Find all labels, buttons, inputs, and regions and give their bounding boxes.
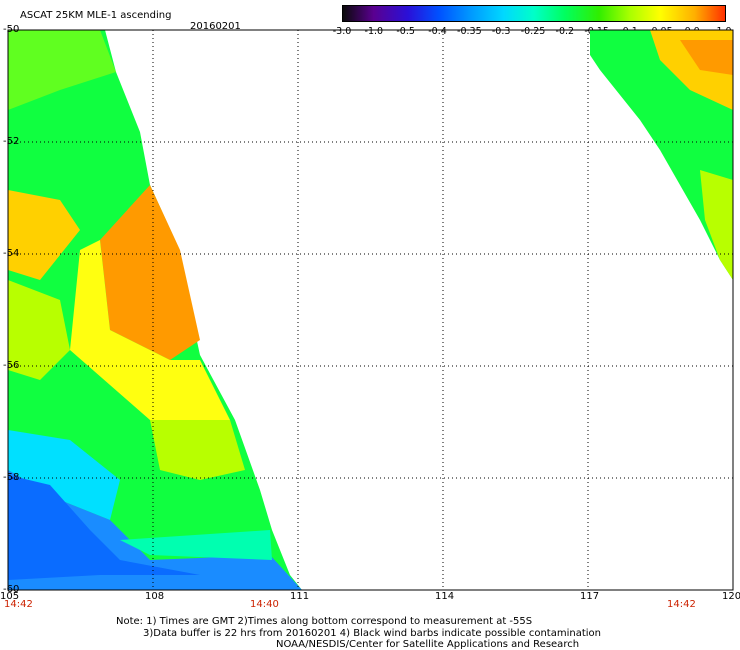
swath-patch (8, 190, 80, 280)
swath-patch (100, 185, 200, 360)
colorbar-label: -0.5 (396, 26, 415, 37)
time-label-right: 14:42 (667, 599, 696, 610)
lat-label: -54 (3, 248, 20, 259)
lat-label: -58 (3, 472, 20, 483)
swath-patch (70, 240, 230, 420)
colorbar-label: -0.3 (491, 26, 511, 37)
date-label: 20160201 (190, 21, 241, 32)
title: ASCAT 25KM MLE-1 ascending (20, 10, 172, 21)
swath-patch (150, 420, 245, 480)
colorbar-label: -3.0 (332, 26, 352, 37)
colorbar-label: -0.2 (555, 26, 575, 37)
plot-frame (7, 29, 734, 591)
swath-patch (120, 530, 272, 560)
time-label-mid: 14:40 (250, 599, 279, 610)
lon-label: 111 (290, 591, 310, 602)
lon-label: 117 (580, 591, 600, 602)
swath-patch (8, 430, 120, 520)
swath-patch (8, 30, 116, 110)
lat-label: -50 (3, 24, 20, 35)
swath-patch (700, 170, 733, 280)
lat-label: -52 (3, 136, 20, 147)
swath-patch (680, 40, 733, 75)
note-line-1: Note: 1) Times are GMT 2)Times along bot… (116, 616, 533, 627)
colorbar-label: -0.35 (457, 26, 482, 37)
lat-label: -60 (3, 584, 20, 595)
colorbar-label: -0.25 (520, 26, 546, 37)
time-label-left: 14:42 (4, 599, 33, 610)
lon-label: 120 (722, 591, 740, 602)
colorbar-gradient (343, 6, 725, 21)
lon-label: 105 (0, 591, 20, 602)
note-line-3: NOAA/NESDIS/Center for Satellite Applica… (276, 639, 580, 650)
colorbar-label: -0.4 (428, 26, 447, 37)
colorbar (342, 5, 726, 22)
swath-patch (8, 280, 70, 380)
lat-label: -56 (3, 360, 20, 371)
lon-label: 114 (435, 591, 455, 602)
swath-patch (8, 475, 200, 580)
lon-label: 108 (145, 591, 165, 602)
note-line-2: 3)Data buffer is 22 hrs from 20160201 4)… (143, 628, 601, 639)
colorbar-label: -1.0 (364, 26, 384, 37)
